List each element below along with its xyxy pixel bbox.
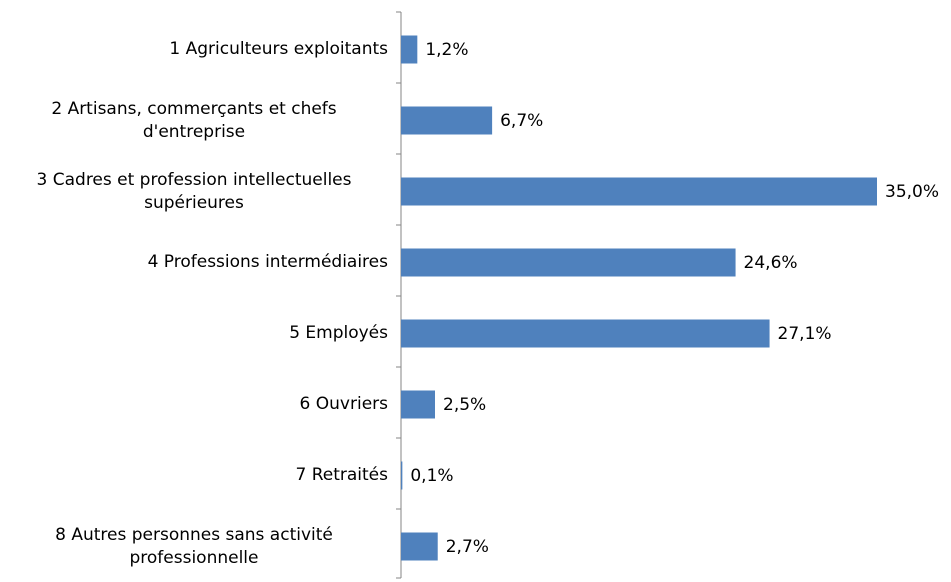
- category-label-box: 5 Employés: [0, 322, 388, 345]
- bar: [401, 461, 403, 490]
- bar: [401, 319, 770, 348]
- category-label-box: 6 Ouvriers: [0, 393, 388, 416]
- value-label: 24,6%: [743, 252, 798, 273]
- category-label: 6 Ouvriers: [299, 394, 388, 414]
- category-label-box: 3 Cadres et profession intellectuelles s…: [0, 169, 388, 215]
- category-label: 1 Agriculteurs exploitants: [169, 39, 388, 59]
- bar: [401, 390, 435, 419]
- category-label: 3 Cadres et profession intellectuelles s…: [36, 169, 352, 213]
- category-label-box: 1 Agriculteurs exploitants: [0, 38, 388, 61]
- category-label-box: 2 Artisans, commerçants et chefs d'entre…: [0, 98, 388, 144]
- category-label-box: 7 Retraités: [0, 464, 388, 487]
- value-label: 6,7%: [500, 110, 544, 131]
- category-label: 8 Autres personnes sans activité profess…: [55, 524, 333, 568]
- category-label-box: 4 Professions intermédiaires: [0, 251, 388, 274]
- bar: [401, 532, 438, 561]
- category-label: 2 Artisans, commerçants et chefs d'entre…: [51, 98, 337, 142]
- value-label: 2,5%: [443, 394, 487, 415]
- bar: [401, 35, 418, 64]
- category-label: 5 Employés: [289, 323, 388, 343]
- category-label: 4 Professions intermédiaires: [147, 252, 388, 272]
- value-label: 35,0%: [885, 181, 940, 202]
- bar: [401, 177, 877, 206]
- value-label: 27,1%: [777, 323, 832, 344]
- bar: [401, 248, 736, 277]
- value-label: 0,1%: [410, 465, 454, 486]
- bar: [401, 106, 493, 135]
- category-label-box: 8 Autres personnes sans activité profess…: [0, 524, 388, 570]
- category-label: 7 Retraités: [295, 465, 388, 485]
- value-label: 1,2%: [425, 39, 469, 60]
- value-label: 2,7%: [445, 536, 489, 557]
